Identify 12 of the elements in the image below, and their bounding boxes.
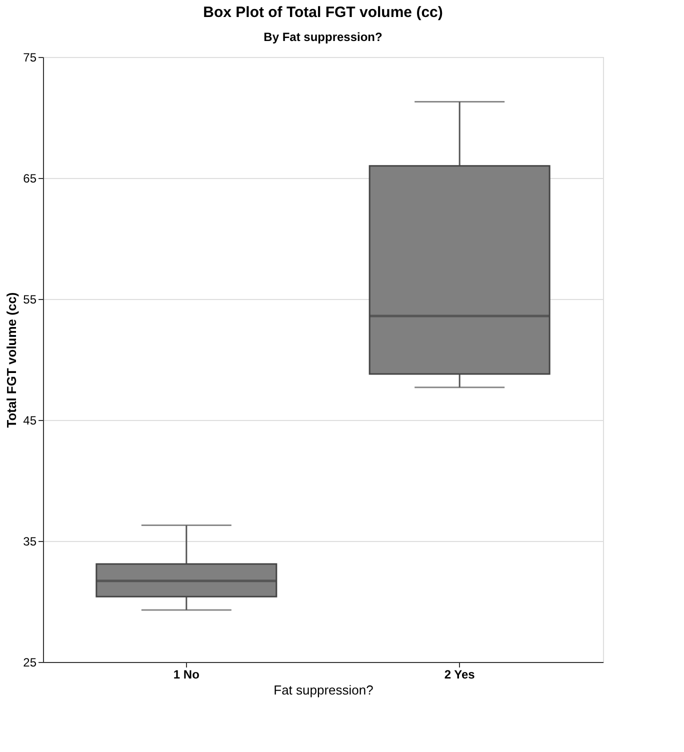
- y-tick-label: 75: [23, 50, 37, 64]
- y-tick-label: 65: [23, 172, 37, 186]
- y-axis-title: Total FGT volume (cc): [4, 292, 20, 428]
- y-tick-label: 35: [23, 534, 37, 548]
- chart-title: Box Plot of Total FGT volume (cc): [203, 4, 443, 21]
- y-tick-label: 25: [23, 656, 37, 670]
- x-axis-title: Fat suppression?: [274, 682, 374, 698]
- x-tick-label: 2 Yes: [444, 668, 476, 682]
- y-tick-label: 45: [23, 414, 37, 428]
- y-tick-label: 55: [23, 292, 37, 306]
- chart-subtitle: By Fat suppression?: [264, 30, 382, 44]
- x-tick-label: 1 No: [173, 668, 200, 682]
